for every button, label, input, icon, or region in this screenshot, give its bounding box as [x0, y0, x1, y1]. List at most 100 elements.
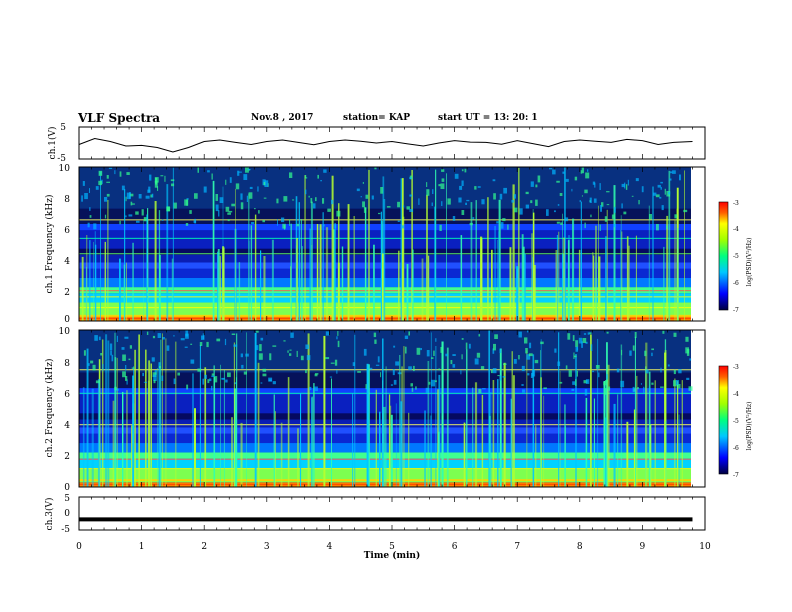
hiss-patch [603, 381, 607, 386]
impulse-spike [297, 428, 299, 487]
hiss-patch [84, 193, 88, 200]
hiss-patch [197, 368, 202, 372]
hiss-patch [143, 381, 147, 383]
hiss-patch [606, 374, 608, 380]
hiss-patch [276, 198, 279, 204]
impulse-spike [494, 225, 496, 321]
impulse-spike [146, 214, 148, 321]
impulse-spike [621, 231, 623, 321]
impulse-spike [497, 239, 498, 321]
impulse-spike [280, 422, 283, 487]
hiss-patch [277, 219, 278, 226]
hiss-patch [185, 330, 189, 337]
ch3-ytick-bottom: -5 [61, 525, 70, 535]
hiss-patch [594, 182, 596, 188]
impulse-spike [564, 167, 566, 321]
hiss-patch [497, 375, 500, 377]
time-tick-label: 3 [264, 542, 270, 552]
hiss-patch [173, 378, 176, 385]
ch2-cb-tick-top: -3 [733, 364, 739, 371]
hiss-patch [593, 198, 597, 203]
hiss-patch [559, 381, 563, 384]
hiss-patch [604, 216, 608, 222]
impulse-spike [274, 411, 276, 487]
impulse-spike [307, 333, 310, 487]
hiss-patch [653, 192, 657, 196]
hiss-patch [592, 370, 594, 373]
hiss-patch [95, 186, 99, 190]
hiss-patch [409, 194, 413, 197]
ch1-ftick-8: 8 [64, 195, 70, 205]
impulse-spike [325, 227, 329, 321]
hiss-patch [606, 204, 610, 206]
hiss-patch [227, 212, 231, 215]
impulse-spike [607, 364, 610, 487]
hiss-patch [493, 343, 496, 351]
hiss-patch [431, 379, 435, 387]
hiss-patch [269, 353, 272, 361]
impulse-spike [91, 388, 94, 487]
time-tick-label: 9 [640, 542, 646, 552]
ch2-colorbar: -3 -4 -5 -6 -7 log(PSD)(V²/Hz) [718, 364, 753, 479]
hiss-patch [426, 189, 430, 196]
impulse-spike [254, 214, 257, 321]
hiss-patch [216, 338, 221, 342]
hiss-patch [640, 383, 642, 385]
impulse-spike [379, 411, 381, 487]
hiss-patch [245, 353, 249, 357]
hiss-patch [673, 380, 677, 387]
impulse-spike [533, 379, 534, 487]
impulse-spike [434, 206, 436, 321]
impulse-spike [509, 247, 512, 321]
impulse-spike [86, 348, 89, 487]
hiss-patch [218, 210, 220, 217]
impulse-spike [620, 229, 621, 321]
hiss-patch [110, 350, 112, 356]
impulse-spike [223, 370, 225, 487]
hiss-patch [289, 349, 292, 351]
hiss-patch [148, 186, 151, 193]
impulse-spike [100, 175, 101, 321]
hiss-patch [645, 369, 649, 374]
hiss-patch [662, 330, 665, 334]
impulse-spike [590, 334, 592, 487]
hiss-patch [587, 332, 590, 335]
hiss-patch [136, 220, 140, 223]
impulse-spike [526, 350, 528, 487]
impulse-spike [382, 338, 384, 487]
impulse-spike [398, 250, 400, 321]
impulse-spike [217, 251, 219, 321]
hiss-patch [564, 217, 569, 222]
hiss-patch [256, 345, 259, 351]
hiss-patch [562, 171, 565, 174]
hiss-patch [511, 199, 515, 203]
hiss-patch [94, 335, 98, 341]
hiss-patch [589, 197, 592, 203]
hiss-patch [323, 169, 327, 173]
ch2-cb-tick-2: -4 [733, 391, 739, 398]
impulse-spike [145, 349, 147, 487]
impulse-spike [421, 258, 424, 321]
hiss-patch [580, 170, 583, 174]
hiss-patch [666, 225, 668, 229]
hiss-patch [581, 167, 584, 174]
hiss-patch [599, 183, 601, 190]
hiss-patch [272, 345, 277, 347]
impulse-spike [403, 346, 405, 487]
impulse-spike [605, 417, 607, 487]
hiss-patch [540, 341, 544, 345]
hiss-patch [161, 375, 164, 381]
hiss-patch [92, 364, 96, 371]
hiss-patch [202, 333, 205, 340]
impulse-spike [384, 406, 386, 487]
impulse-spike [654, 380, 656, 487]
impulse-spike [138, 334, 140, 487]
hiss-patch [689, 358, 692, 361]
ch1-ytick-bottom: -5 [57, 154, 66, 164]
impulse-spike [575, 354, 577, 487]
hiss-patch [337, 331, 339, 336]
hiss-patch [292, 199, 295, 201]
impulse-spike [512, 184, 515, 321]
time-axis: 0 1 2 3 4 5 6 7 8 9 10 [76, 542, 711, 552]
